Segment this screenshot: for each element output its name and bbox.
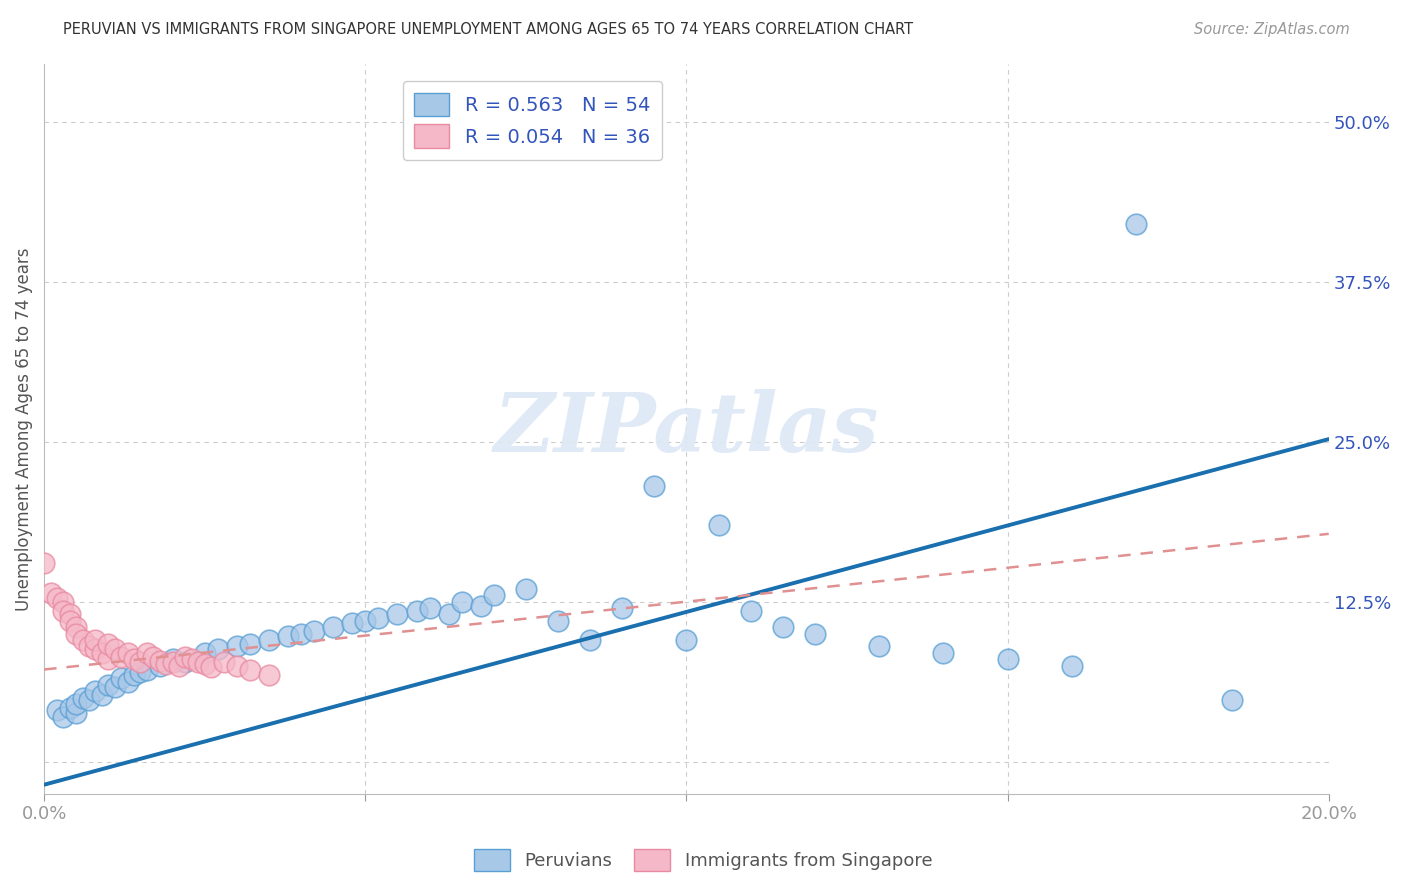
Point	[418, 601, 440, 615]
Point	[804, 626, 827, 640]
Y-axis label: Unemployment Among Ages 65 to 74 years: Unemployment Among Ages 65 to 74 years	[15, 247, 32, 611]
Point	[868, 640, 890, 654]
Point	[84, 642, 107, 657]
Point	[257, 633, 280, 648]
Text: PERUVIAN VS IMMIGRANTS FROM SINGAPORE UNEMPLOYMENT AMONG AGES 65 TO 74 YEARS COR: PERUVIAN VS IMMIGRANTS FROM SINGAPORE UN…	[63, 22, 914, 37]
Point	[162, 655, 184, 669]
Point	[342, 616, 364, 631]
Point	[65, 626, 87, 640]
Point	[212, 655, 235, 669]
Point	[72, 690, 94, 705]
Point	[387, 607, 409, 622]
Legend: Peruvians, Immigrants from Singapore: Peruvians, Immigrants from Singapore	[467, 842, 939, 879]
Point	[547, 614, 569, 628]
Text: ZIPatlas: ZIPatlas	[494, 389, 879, 469]
Point	[65, 697, 87, 711]
Point	[129, 655, 152, 669]
Point	[437, 607, 460, 622]
Text: Source: ZipAtlas.com: Source: ZipAtlas.com	[1194, 22, 1350, 37]
Point	[84, 684, 107, 698]
Point	[482, 588, 505, 602]
Point	[77, 640, 100, 654]
Point	[59, 614, 82, 628]
Point	[470, 599, 492, 613]
Point	[97, 652, 120, 666]
Point	[59, 701, 82, 715]
Point	[997, 652, 1019, 666]
Point	[52, 604, 75, 618]
Point	[162, 652, 184, 666]
Point	[290, 626, 312, 640]
Point	[32, 556, 55, 570]
Point	[110, 649, 132, 664]
Point	[302, 624, 325, 639]
Point	[155, 657, 177, 672]
Point	[117, 646, 139, 660]
Point	[97, 678, 120, 692]
Point	[194, 646, 217, 660]
Point	[84, 633, 107, 648]
Point	[149, 654, 172, 668]
Point	[104, 681, 127, 695]
Point	[932, 646, 955, 660]
Point	[149, 658, 172, 673]
Point	[77, 693, 100, 707]
Point	[1060, 658, 1083, 673]
Point	[225, 640, 247, 654]
Point	[122, 667, 145, 681]
Point	[46, 591, 69, 605]
Point	[277, 629, 299, 643]
Point	[740, 604, 762, 618]
Point	[405, 604, 427, 618]
Point	[104, 642, 127, 657]
Point	[354, 614, 377, 628]
Point	[174, 649, 197, 664]
Point	[59, 607, 82, 622]
Point	[207, 642, 229, 657]
Point	[707, 517, 730, 532]
Point	[142, 649, 165, 664]
Point	[579, 633, 602, 648]
Point	[239, 663, 262, 677]
Point	[225, 658, 247, 673]
Legend: R = 0.563   N = 54, R = 0.054   N = 36: R = 0.563 N = 54, R = 0.054 N = 36	[402, 81, 662, 160]
Point	[90, 688, 112, 702]
Point	[643, 479, 665, 493]
Point	[200, 660, 222, 674]
Point	[194, 657, 217, 672]
Point	[515, 582, 537, 596]
Point	[367, 611, 389, 625]
Point	[450, 595, 472, 609]
Point	[65, 706, 87, 720]
Point	[110, 672, 132, 686]
Point	[122, 652, 145, 666]
Point	[117, 675, 139, 690]
Point	[65, 620, 87, 634]
Point	[52, 595, 75, 609]
Point	[180, 652, 202, 666]
Point	[187, 655, 209, 669]
Point	[72, 633, 94, 648]
Point	[322, 620, 344, 634]
Point	[135, 646, 157, 660]
Point	[129, 665, 152, 679]
Point	[90, 646, 112, 660]
Point	[772, 620, 794, 634]
Point	[675, 633, 697, 648]
Point	[135, 663, 157, 677]
Point	[1125, 217, 1147, 231]
Point	[167, 658, 190, 673]
Point	[39, 585, 62, 599]
Point	[174, 655, 197, 669]
Point	[1222, 693, 1244, 707]
Point	[239, 637, 262, 651]
Point	[46, 703, 69, 717]
Point	[612, 601, 634, 615]
Point	[52, 710, 75, 724]
Point	[257, 667, 280, 681]
Point	[97, 637, 120, 651]
